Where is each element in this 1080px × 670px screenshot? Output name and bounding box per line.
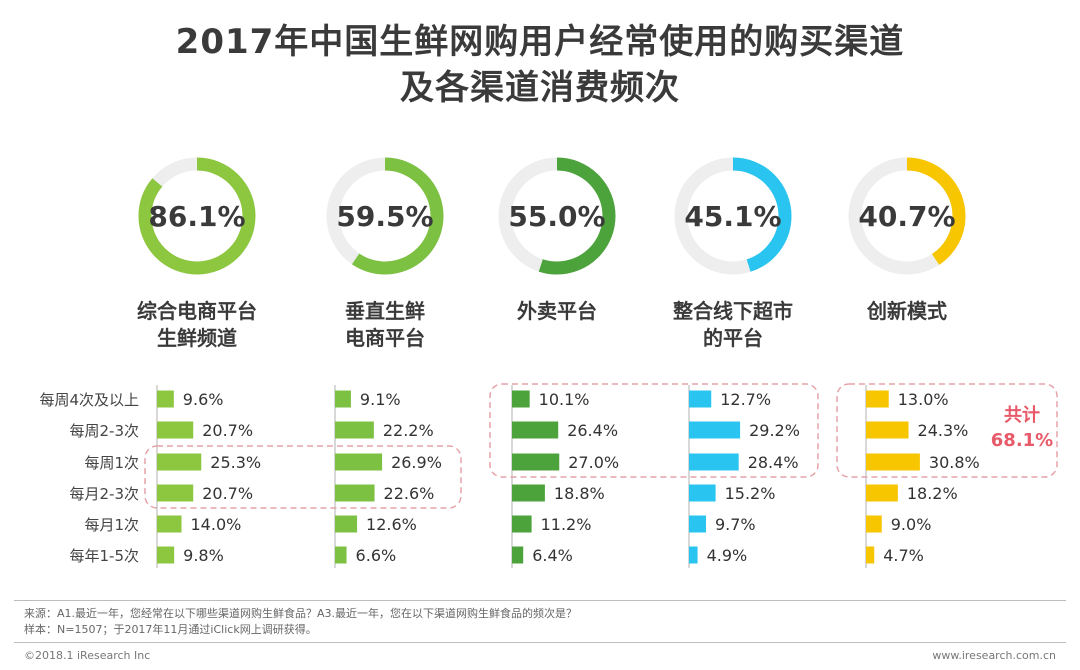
highlight-box	[144, 445, 462, 509]
channel-label: 外卖平台	[517, 299, 597, 323]
bar-value-label: 18.8%	[554, 484, 605, 503]
chart-title-line2: 及各渠道消费频次	[400, 68, 680, 108]
bar	[866, 484, 898, 502]
bar	[512, 484, 545, 502]
bar	[689, 421, 741, 439]
copyright-text: ©2018.1 iResearch Inc	[24, 649, 151, 662]
bar	[157, 453, 202, 471]
bar	[157, 546, 175, 564]
bar	[512, 390, 530, 408]
donut-arc	[138, 157, 256, 275]
bar	[866, 453, 920, 471]
bar	[335, 546, 347, 564]
bar-value-label: 28.4%	[748, 453, 799, 472]
bar	[335, 390, 351, 408]
bar	[866, 515, 882, 533]
bar	[335, 515, 358, 533]
bar-value-label: 6.6%	[356, 546, 397, 565]
donut-value: 86.1%	[148, 200, 245, 233]
bar-value-label: 4.9%	[707, 546, 748, 565]
donut-value: 45.1%	[684, 200, 781, 233]
bar	[157, 484, 194, 502]
bar-value-label: 22.6%	[384, 484, 435, 503]
bar-value-label: 15.2%	[725, 484, 776, 503]
bar-value-label: 10.1%	[539, 390, 590, 409]
bar-value-label: 29.2%	[749, 421, 800, 440]
bar	[689, 546, 698, 564]
donut-arc	[498, 157, 616, 275]
notes-divider	[14, 600, 1066, 601]
bar	[689, 515, 706, 533]
bar	[689, 390, 712, 408]
bar	[335, 484, 375, 502]
channel-label: 创新模式	[866, 299, 947, 323]
bar-value-label: 4.7%	[883, 546, 924, 565]
donut-value: 55.0%	[508, 200, 605, 233]
donut-arc	[674, 157, 792, 275]
frequency-label: 每周2-3次	[70, 422, 140, 440]
channel-label: 综合电商平台	[137, 299, 257, 323]
highlight-box	[836, 383, 1058, 478]
bar-value-label: 25.3%	[210, 453, 261, 472]
chart-title-line1: 2017年中国生鲜网购用户经常使用的购买渠道	[175, 22, 905, 62]
bar-value-label: 27.0%	[568, 453, 619, 472]
frequency-label: 每周1次	[84, 454, 139, 472]
bar-value-label: 20.7%	[202, 484, 253, 503]
bar	[689, 484, 716, 502]
bar	[512, 546, 524, 564]
bar-value-label: 12.6%	[366, 515, 417, 534]
donut-value: 40.7%	[858, 200, 955, 233]
bar-value-label: 24.3%	[918, 421, 969, 440]
source-note: 来源：A1.最近一年，您经常在以下哪些渠道网购生鲜食品？A3.最近一年，您在以下…	[24, 607, 578, 620]
bar-value-label: 9.1%	[360, 390, 401, 409]
sample-note: 样本：N=1507；于2017年11月通过iClick网上调研获得。	[24, 623, 317, 636]
bar	[335, 453, 383, 471]
bar-value-label: 9.0%	[891, 515, 932, 534]
footer-divider	[14, 642, 1066, 643]
frequency-label: 每月1次	[84, 516, 139, 534]
donut-value: 59.5%	[336, 200, 433, 233]
bar	[512, 421, 559, 439]
frequency-label: 每年1-5次	[70, 547, 140, 565]
bar	[512, 453, 560, 471]
channel-label: 生鲜频道	[157, 326, 237, 350]
bar	[157, 390, 174, 408]
website-text: www.iresearch.com.cn	[932, 649, 1056, 662]
bar-value-label: 9.7%	[715, 515, 756, 534]
bar	[512, 515, 532, 533]
donut-arc	[848, 157, 966, 275]
bar-value-label: 22.2%	[383, 421, 434, 440]
total-annotation-value: 68.1%	[991, 430, 1053, 451]
frequency-label: 每周4次及以上	[39, 391, 139, 409]
bar	[335, 421, 374, 439]
channel-label: 的平台	[703, 326, 763, 350]
channel-label: 垂直生鲜	[345, 299, 425, 323]
total-annotation-label: 共计	[1004, 404, 1040, 426]
donut-arc	[326, 157, 444, 275]
bar-value-label: 30.8%	[929, 453, 980, 472]
bar-value-label: 18.2%	[907, 484, 958, 503]
frequency-label: 每月2-3次	[70, 485, 140, 503]
bar-value-label: 14.0%	[191, 515, 242, 534]
channel-label: 电商平台	[345, 326, 425, 350]
bar-value-label: 9.8%	[183, 546, 224, 565]
bar-value-label: 6.4%	[532, 546, 573, 565]
bar-value-label: 12.7%	[720, 390, 771, 409]
highlight-box	[489, 383, 819, 478]
bar-value-label: 26.9%	[391, 453, 442, 472]
bar-value-label: 11.2%	[541, 515, 592, 534]
bar	[689, 453, 739, 471]
bar	[157, 515, 182, 533]
channel-label: 整合线下超市	[672, 299, 793, 323]
bar	[866, 546, 875, 564]
bar	[157, 421, 194, 439]
bar	[866, 390, 889, 408]
bar-value-label: 26.4%	[567, 421, 618, 440]
bar-value-label: 13.0%	[898, 390, 949, 409]
bar-value-label: 9.6%	[183, 390, 224, 409]
bar	[866, 421, 909, 439]
bar-value-label: 20.7%	[202, 421, 253, 440]
